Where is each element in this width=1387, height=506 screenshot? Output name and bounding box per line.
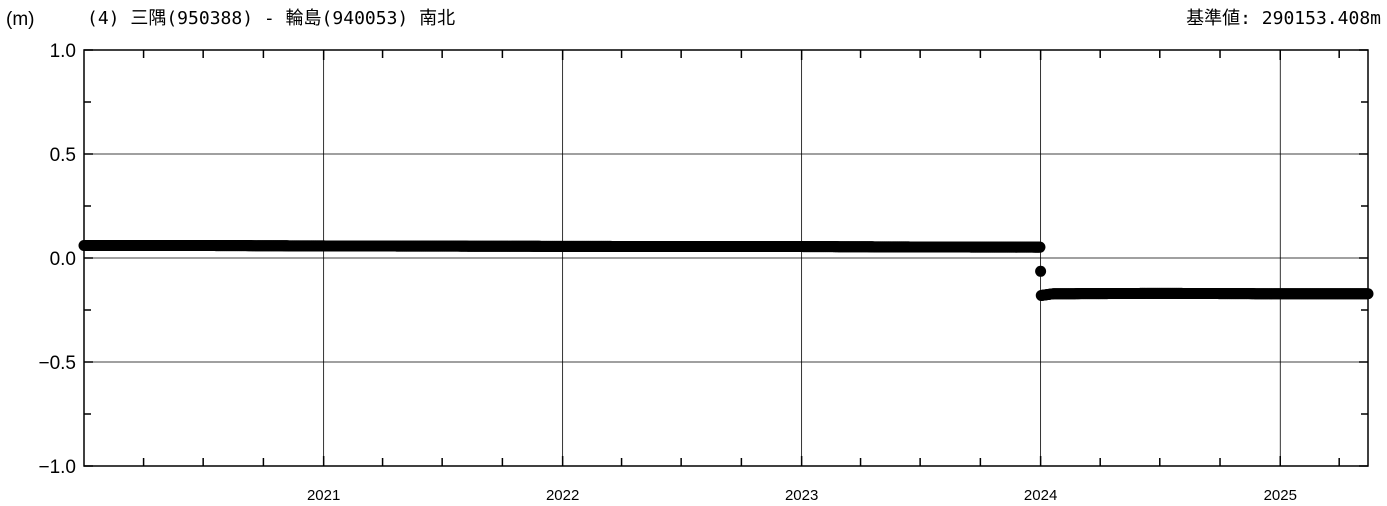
tick-marks <box>84 49 1368 467</box>
y-tick-label: 0.5 <box>50 145 76 166</box>
y-tick-label: 0.0 <box>50 249 76 270</box>
chart-title: (4) 三隅(950388) - 輪島(940053) 南北 <box>87 8 455 29</box>
x-tick-label: 2025 <box>1264 487 1297 504</box>
x-tick-labels: 2021 2022 2023 2024 2025 <box>307 487 1297 504</box>
y-tick-label: −0.5 <box>38 353 76 374</box>
grid-lines <box>84 50 1368 466</box>
x-tick-label: 2023 <box>785 487 818 504</box>
data-series <box>78 240 1374 301</box>
unit-label: (m) <box>6 9 34 30</box>
y-tick-label: 1.0 <box>50 41 76 62</box>
reference-value: 基準値: 290153.408m <box>1186 8 1381 29</box>
x-tick-label: 2022 <box>546 487 579 504</box>
data-point <box>1034 241 1046 253</box>
y-tick-label: −1.0 <box>38 457 76 478</box>
x-tick-label: 2024 <box>1024 487 1057 504</box>
x-tick-label: 2021 <box>307 487 340 504</box>
y-tick-labels: −1.0 −0.5 0.0 0.5 1.0 <box>38 41 76 478</box>
data-point <box>1035 265 1047 277</box>
